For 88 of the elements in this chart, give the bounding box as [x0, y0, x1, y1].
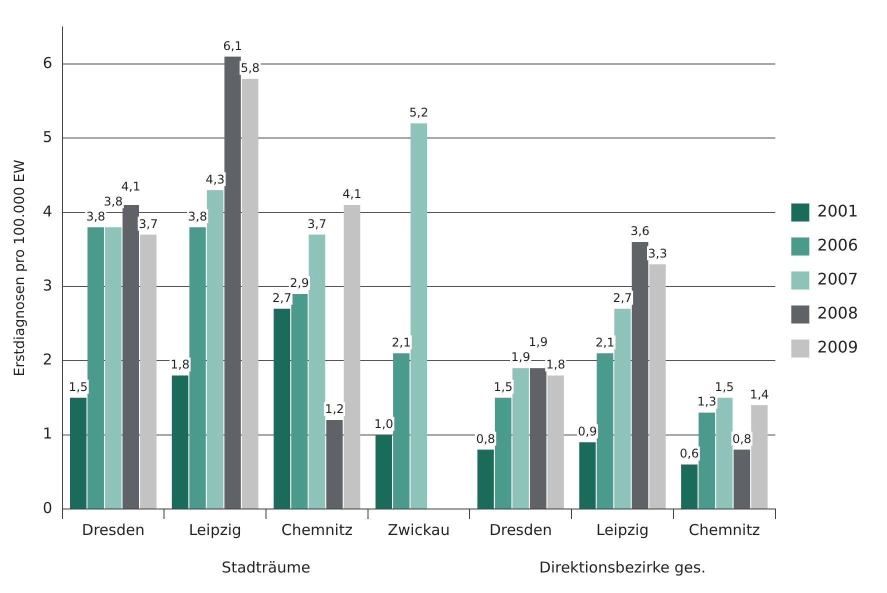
bar — [308, 234, 326, 508]
bar — [596, 353, 614, 508]
bar — [274, 308, 290, 508]
legend-label: 2006 — [817, 236, 858, 255]
data-label: 1,2 — [324, 402, 344, 416]
bar — [410, 123, 428, 508]
y-tick-label: 3 — [42, 276, 52, 294]
data-label: 3,7 — [138, 216, 158, 231]
data-label: 1,5 — [714, 380, 734, 394]
bar — [393, 353, 410, 508]
y-tick-label: 1 — [42, 424, 52, 443]
bar — [291, 294, 308, 508]
text: Stadträume — [222, 558, 310, 576]
data-label: 3,8 — [104, 194, 123, 208]
data-label: 5,2 — [409, 106, 428, 120]
text: Direktionsbezirke ges. — [539, 558, 706, 576]
data-label: 4,1 — [121, 179, 140, 194]
data-label: 2,1 — [392, 335, 411, 350]
bar — [751, 405, 768, 508]
bar — [242, 78, 258, 508]
data-label: 2,7 — [272, 290, 292, 305]
x-tick-label: Dresden — [489, 520, 552, 539]
bar — [530, 368, 546, 508]
legend-label: 2009 — [817, 338, 858, 357]
bar — [512, 368, 529, 508]
data-label: 0,9 — [578, 424, 598, 438]
data-label: 4,3 — [206, 172, 225, 186]
data-label: 1,3 — [697, 394, 716, 409]
data-label: 2,7 — [612, 290, 632, 305]
bar — [189, 227, 206, 508]
bar — [649, 264, 666, 508]
bar — [122, 204, 140, 508]
data-label: 1,8 — [170, 358, 190, 372]
data-label: 1,9 — [528, 335, 548, 350]
x-tick-label: Zwickau — [388, 520, 450, 539]
legend-label: 2007 — [817, 270, 858, 289]
bar — [547, 376, 564, 508]
bar — [681, 464, 698, 508]
bar — [579, 442, 596, 508]
data-label: 2,1 — [595, 335, 615, 350]
data-label: 1,0 — [374, 416, 394, 431]
data-label: 1,5 — [68, 380, 88, 394]
data-label: 3,3 — [648, 246, 668, 260]
data-label: 1,5 — [494, 380, 513, 394]
bar — [344, 204, 360, 508]
data-label: 2,9 — [290, 276, 309, 290]
bar — [698, 412, 716, 508]
data-label: 3,7 — [307, 216, 327, 231]
x-tick-label: Chemnitz — [281, 520, 353, 539]
bar — [376, 434, 392, 508]
data-label: 5,8 — [240, 61, 260, 76]
data-label: 0,8 — [476, 432, 496, 446]
legend-label: 2008 — [817, 304, 858, 323]
x-tick-label: Dresden — [82, 520, 145, 539]
x-tick-label: Leipzig — [596, 520, 649, 539]
bar — [632, 242, 648, 508]
bar — [88, 227, 104, 508]
bar — [70, 398, 86, 508]
bar — [140, 234, 157, 508]
data-label: 3,8 — [188, 209, 208, 224]
bar — [614, 308, 631, 508]
data-label: 1,9 — [511, 350, 530, 364]
x-tick-label: Chemnitz — [688, 520, 760, 539]
y-tick-label: 2 — [42, 350, 52, 369]
y-tick-label: 4 — [42, 202, 52, 220]
x-tick-label: Leipzig — [188, 520, 242, 539]
y-tick-label: 6 — [42, 54, 52, 72]
data-label: 6,1 — [223, 38, 242, 53]
y-axis-title: Erstdiagnosen pro 100.000 EW — [12, 160, 28, 376]
legend-label: 2001 — [817, 202, 858, 221]
data-label: 3,6 — [630, 224, 650, 238]
bar — [206, 190, 224, 508]
y-tick-label: 0 — [42, 498, 52, 517]
data-label: 1,4 — [750, 387, 769, 402]
data-label: 0,6 — [680, 446, 699, 461]
bar — [172, 376, 188, 508]
data-label: 4,1 — [342, 187, 362, 202]
bar — [494, 398, 512, 508]
data-label: 3,8 — [86, 209, 106, 224]
y-tick-label: 5 — [42, 128, 52, 146]
bar — [224, 56, 241, 508]
bar — [477, 450, 494, 508]
bar — [326, 420, 343, 508]
bar — [734, 450, 750, 508]
bar — [716, 398, 733, 508]
data-label: 1,8 — [546, 358, 566, 372]
data-label: 0,8 — [732, 432, 752, 446]
bar — [105, 227, 122, 508]
